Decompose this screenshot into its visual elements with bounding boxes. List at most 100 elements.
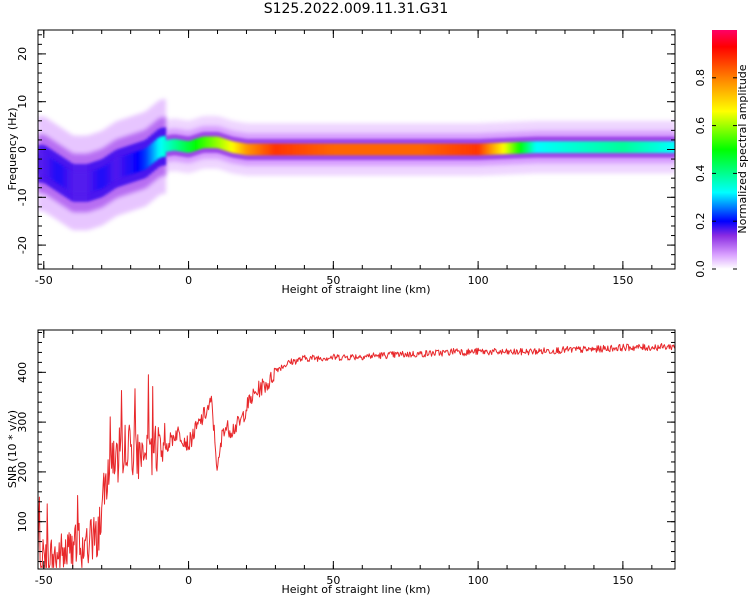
spectrogram-cell [40, 153, 45, 175]
spectrogram-cell [628, 141, 633, 153]
spectrogram-cell [104, 164, 109, 186]
spectrogram-cell [214, 136, 219, 149]
spectrogram-cell [133, 152, 138, 173]
spectrogram-cell [318, 143, 323, 156]
spectrogram-cell [321, 143, 326, 156]
colorbar-gradient [712, 30, 737, 269]
colorbar-tick-label: 0.6 [694, 117, 707, 135]
spectrogram-cell [423, 143, 427, 156]
spectrogram-cell [394, 143, 398, 156]
spectrogram-cell [153, 140, 158, 162]
spectrogram-cell [194, 138, 198, 151]
spectrogram-cell [330, 143, 334, 156]
spectrogram-cell [142, 149, 146, 170]
spectrogram-cell [585, 141, 589, 153]
spectrogram-cell [148, 145, 152, 166]
spectrogram-ticks: -50 0 50 100 150 -20 -10 0 10 20 [16, 30, 675, 287]
spectrogram-cell [452, 143, 456, 156]
spectrogram-cell [651, 141, 656, 153]
spectrogram-cell [231, 141, 236, 154]
snr-frame [37, 329, 676, 570]
spectrogram-cell [547, 141, 552, 153]
spectrogram-cell [116, 157, 120, 179]
spectrogram-cell [368, 143, 372, 156]
snr-ticks: -50 0 50 100 150 100 200 300 400 [16, 330, 675, 587]
spectrogram-cell [84, 172, 88, 194]
spectrogram-cell [521, 141, 526, 154]
spectrogram-cell [460, 143, 465, 156]
spectrogram-cell [191, 139, 195, 152]
spectrogram-cell [562, 141, 566, 153]
spectrogram-cell [336, 143, 340, 156]
spectrogram-cell [362, 143, 366, 156]
spectrogram-frame [37, 29, 676, 270]
snr-y-axis-label: SNR (10 * v/v) [6, 410, 19, 488]
spectrogram-cell [185, 141, 190, 153]
spectrogram-cell [269, 143, 274, 156]
spectrogram-cell [61, 165, 65, 187]
spectrogram-cell [579, 141, 583, 153]
spectrogram-band-layer [38, 136, 675, 194]
spectrogram-cell [324, 143, 329, 156]
spectrogram-cell [258, 143, 262, 156]
x-tick-label: 100 [468, 574, 489, 587]
spectrogram-cell [463, 143, 468, 156]
spectrogram-cell [278, 143, 282, 156]
spectrogram-cell [58, 164, 62, 185]
spectrogram-cell [533, 141, 537, 153]
spectrogram-cell [107, 163, 111, 184]
spectrogram-y-axis-label: Frequency (Hz) [6, 108, 19, 191]
spectrogram-cell [55, 162, 59, 183]
y-tick-label: 0 [16, 146, 29, 153]
spectrogram-cell [643, 141, 647, 153]
spectrogram-cell [481, 143, 485, 156]
spectrogram-cell [315, 143, 320, 156]
colorbar-tick-label: 0.0 [694, 260, 707, 278]
spectrogram-image [38, 99, 675, 231]
spectrogram-cell [287, 143, 291, 156]
spectrogram-cell [203, 136, 207, 149]
colorbar-tick-label: 0.2 [694, 212, 707, 230]
spectrogram-cell [417, 143, 421, 156]
spectrogram-cell [266, 143, 271, 156]
spectrogram-cell [127, 153, 132, 175]
spectrogram-cell [446, 143, 450, 156]
spectrogram-cell [52, 160, 56, 181]
spectrogram-cell [634, 141, 638, 153]
figure-title: S125.2022.009.11.31.G31 [263, 1, 449, 17]
spectrogram-cell [171, 139, 175, 151]
spectrogram-cell [98, 168, 103, 189]
snr-x-axis-label: Height of straight line (km) [281, 583, 430, 596]
spectrogram-cell [211, 136, 216, 149]
spectrogram-cell [159, 136, 164, 158]
spectrogram-cell [654, 141, 659, 153]
x-tick-label: -50 [35, 274, 53, 287]
y-tick-label: 100 [16, 511, 29, 532]
spectrogram-cell [229, 140, 233, 153]
spectrogram-cell [646, 141, 650, 153]
spectrogram-cell [197, 138, 201, 150]
spectrogram-cell [342, 143, 346, 156]
spectrogram-cell [95, 169, 100, 190]
snr-panel: -50 0 50 100 150 100 200 300 400 Height of strai… [6, 329, 676, 596]
spectrogram-cell [113, 159, 117, 180]
spectrogram-cell [657, 141, 662, 153]
spectrogram-cell [492, 143, 497, 155]
spectrogram-cell [87, 172, 91, 193]
spectrogram-cell [121, 155, 126, 177]
spectrogram-cell [469, 143, 473, 156]
spectrogram-cell [234, 142, 239, 154]
spectrogram-cell [425, 143, 430, 156]
spectrogram-cell [292, 143, 297, 156]
spectrogram-cell [608, 141, 612, 153]
spectrogram-cell [512, 142, 517, 154]
spectrogram-cell [489, 143, 494, 155]
spectrogram-cell [307, 143, 311, 156]
spectrogram-cell [666, 141, 670, 153]
spectrogram-cell [188, 140, 193, 153]
colorbar-label: Normalized spectral amplitude [736, 64, 749, 233]
spectrogram-cell [217, 137, 222, 149]
spectrogram-cell [382, 143, 387, 156]
spectrogram-cell [373, 143, 378, 156]
spectrogram-cell [449, 143, 453, 156]
